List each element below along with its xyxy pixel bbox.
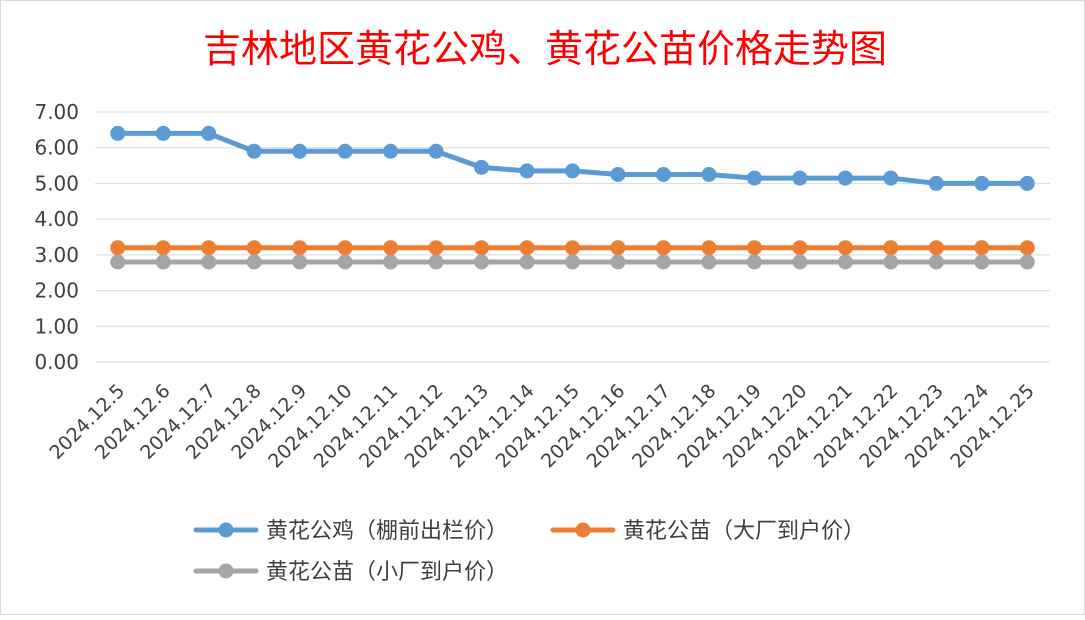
data-point bbox=[746, 240, 762, 256]
data-point bbox=[1019, 254, 1035, 270]
y-tick-label: 2.00 bbox=[34, 279, 79, 303]
data-point bbox=[837, 254, 853, 270]
data-point bbox=[201, 254, 217, 270]
data-point bbox=[155, 125, 171, 141]
data-point bbox=[474, 159, 490, 175]
data-point bbox=[519, 254, 535, 270]
legend-item: 黄花公苗（大厂到户价） bbox=[550, 519, 865, 544]
data-point bbox=[110, 125, 126, 141]
y-tick-label: 5.00 bbox=[34, 171, 79, 195]
data-point bbox=[837, 240, 853, 256]
y-tick-label: 4.00 bbox=[34, 207, 79, 231]
data-point bbox=[1019, 240, 1035, 256]
data-point bbox=[292, 240, 308, 256]
data-point bbox=[837, 170, 853, 186]
data-point bbox=[474, 240, 490, 256]
legend-label: 黄花公鸡（棚前出栏价） bbox=[266, 519, 508, 544]
data-point bbox=[246, 143, 262, 159]
legend-marker bbox=[575, 522, 591, 538]
data-point bbox=[1019, 175, 1035, 191]
data-point bbox=[928, 254, 944, 270]
data-point bbox=[383, 254, 399, 270]
data-point bbox=[610, 240, 626, 256]
data-point bbox=[974, 175, 990, 191]
data-point bbox=[428, 240, 444, 256]
data-point bbox=[928, 240, 944, 256]
data-point bbox=[655, 254, 671, 270]
data-point bbox=[701, 167, 717, 182]
legend-marker bbox=[218, 522, 234, 538]
legend: 黄花公鸡（棚前出栏价） 黄花公苗（大厂到户价） 黄花公苗（小厂到户价） bbox=[193, 519, 865, 585]
data-point bbox=[201, 125, 217, 141]
legend-marker bbox=[218, 563, 234, 579]
series-2 bbox=[110, 240, 1035, 256]
data-point bbox=[883, 170, 899, 186]
data-point bbox=[928, 175, 944, 191]
data-point bbox=[474, 254, 490, 270]
data-point bbox=[974, 254, 990, 270]
data-point bbox=[201, 240, 217, 256]
legend-item: 黄花公苗（小厂到户价） bbox=[193, 560, 508, 585]
data-point bbox=[110, 240, 126, 256]
data-point bbox=[565, 240, 580, 256]
data-point bbox=[746, 170, 762, 186]
data-point bbox=[701, 254, 717, 270]
data-point bbox=[155, 254, 171, 270]
data-point bbox=[110, 254, 126, 270]
data-point bbox=[565, 163, 580, 179]
series-lines bbox=[110, 125, 1035, 270]
y-axis-ticks: 0.00 1.00 2.00 3.00 4.00 5.00 6.00 7.00 bbox=[34, 100, 79, 374]
data-point bbox=[792, 170, 808, 186]
data-point bbox=[655, 240, 671, 256]
data-point bbox=[565, 254, 580, 270]
legend-label: 黄花公苗（大厂到户价） bbox=[623, 519, 865, 544]
data-point bbox=[246, 240, 262, 256]
data-point bbox=[337, 240, 353, 256]
y-tick-label: 0.00 bbox=[34, 350, 79, 374]
series-3 bbox=[110, 254, 1035, 270]
data-point bbox=[610, 167, 626, 182]
data-point bbox=[610, 254, 626, 270]
data-point bbox=[792, 254, 808, 270]
data-point bbox=[337, 254, 353, 270]
legend-label: 黄花公苗（小厂到户价） bbox=[266, 560, 508, 585]
data-point bbox=[792, 240, 808, 256]
data-point bbox=[383, 143, 399, 159]
y-tick-label: 1.00 bbox=[34, 314, 79, 338]
data-point bbox=[292, 254, 308, 270]
data-point bbox=[383, 240, 399, 256]
data-point bbox=[746, 254, 762, 270]
data-point bbox=[655, 167, 671, 182]
data-point bbox=[701, 240, 717, 256]
chart-title: 吉林地区黄花公鸡、黄花公苗价格走势图 bbox=[203, 27, 887, 71]
data-point bbox=[155, 240, 171, 256]
data-point bbox=[292, 143, 308, 159]
data-point bbox=[337, 143, 353, 159]
data-point bbox=[428, 254, 444, 270]
data-point bbox=[883, 254, 899, 270]
data-point bbox=[519, 163, 535, 179]
legend-item: 黄花公鸡（棚前出栏价） bbox=[193, 519, 508, 544]
data-point bbox=[519, 240, 535, 256]
series-1 bbox=[110, 125, 1035, 191]
data-point bbox=[428, 143, 444, 159]
data-point bbox=[974, 240, 990, 256]
y-tick-label: 6.00 bbox=[34, 136, 79, 160]
data-point bbox=[246, 254, 262, 270]
y-tick-label: 7.00 bbox=[34, 100, 79, 124]
y-tick-label: 3.00 bbox=[34, 243, 79, 267]
data-point bbox=[883, 240, 899, 256]
